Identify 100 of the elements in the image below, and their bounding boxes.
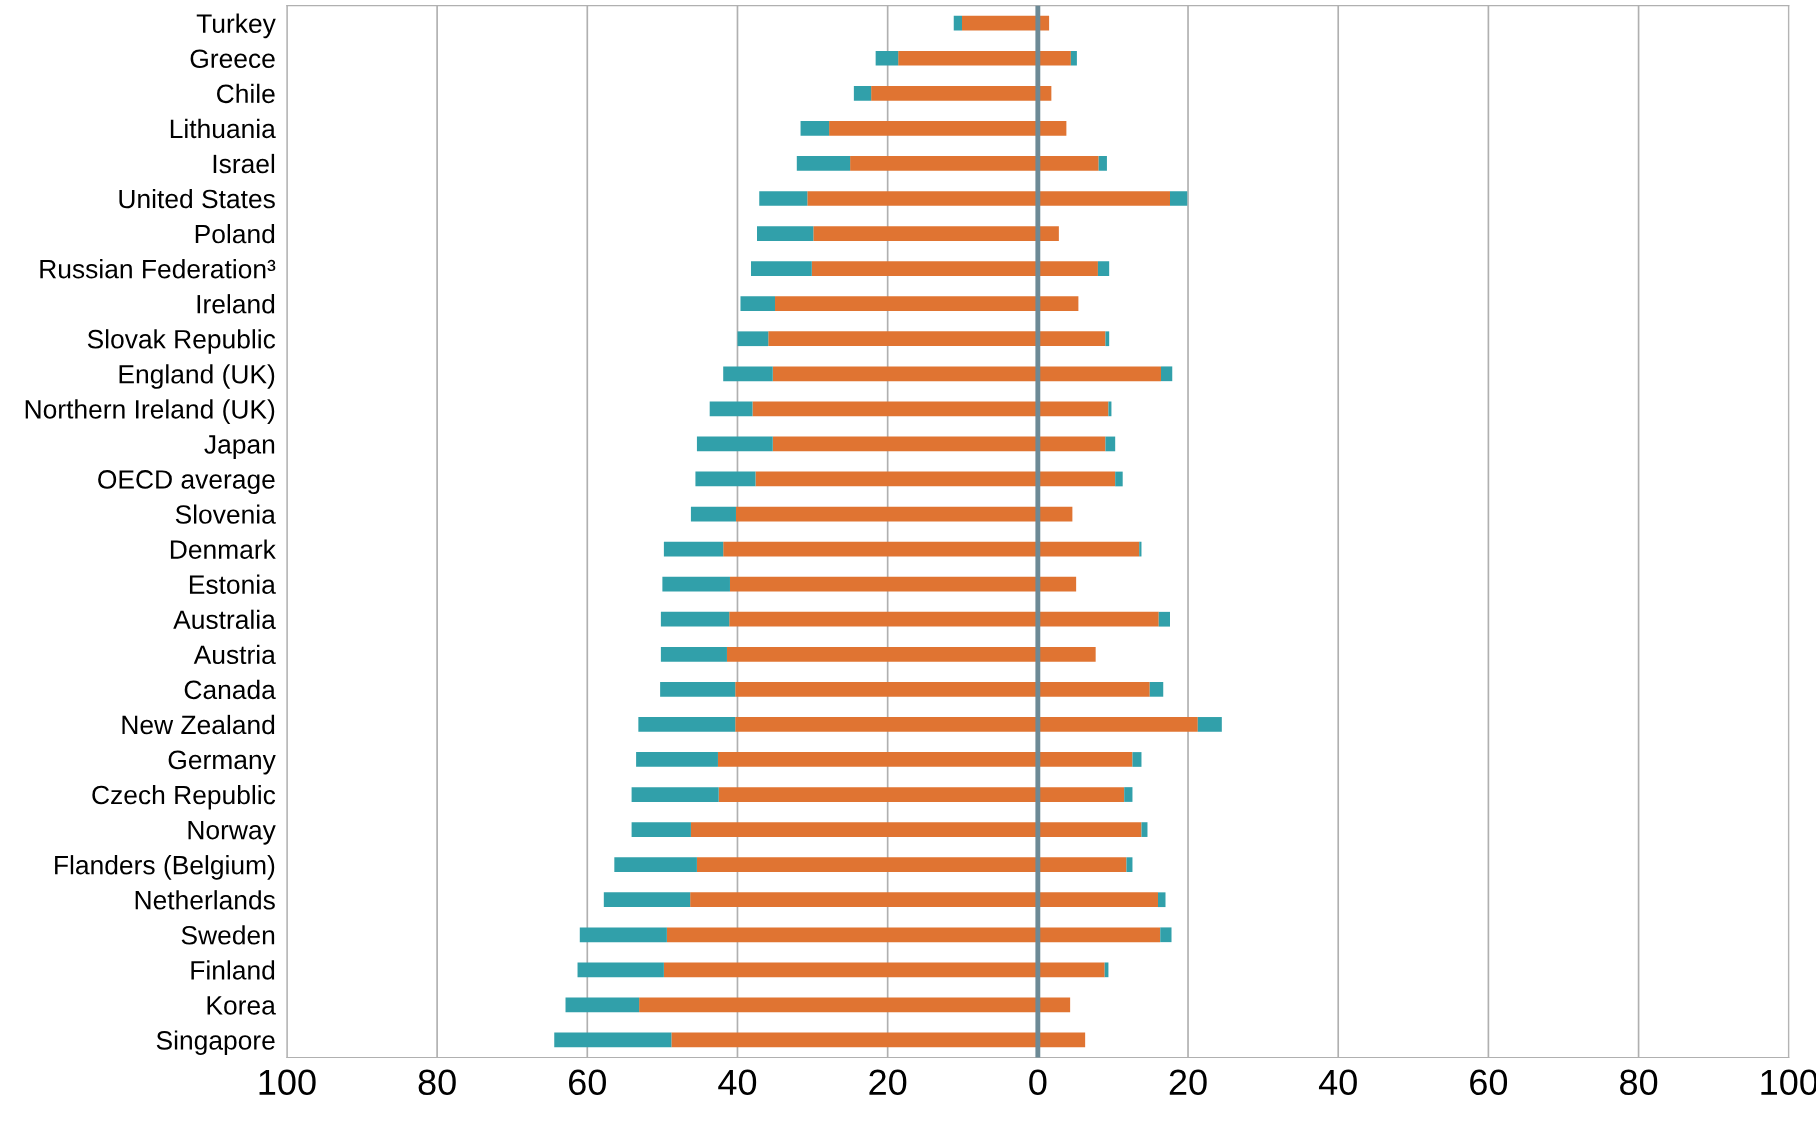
y-tick-label: Israel (213, 153, 275, 174)
bar (772, 366, 1038, 382)
bar (796, 156, 851, 171)
bar (666, 927, 1038, 943)
y-tick-label: Ireland (197, 294, 275, 314)
bar (579, 927, 667, 943)
bar (1160, 366, 1173, 382)
bar (1037, 541, 1140, 557)
y-tick-label: Finland (191, 960, 275, 980)
bar (898, 50, 1038, 66)
bar (1037, 191, 1171, 206)
y-tick-label: Slovak Republic (87, 329, 276, 354)
x-tick-label: 80 (418, 1069, 456, 1096)
bar (737, 331, 769, 347)
bar (729, 576, 1038, 592)
bar (1037, 892, 1158, 908)
bar (663, 962, 1038, 978)
bar (1037, 611, 1159, 627)
bar (1097, 261, 1110, 276)
bar (735, 717, 1038, 732)
bar (603, 892, 691, 908)
y-tick-label: Austria (193, 644, 276, 665)
bar (1037, 822, 1142, 837)
bar (1037, 156, 1099, 171)
bar (752, 401, 1038, 417)
bar (638, 717, 736, 732)
bar (614, 857, 697, 873)
x-tick-label: 0 (1029, 1069, 1047, 1096)
bar (1037, 471, 1116, 487)
bar (660, 646, 727, 662)
bar (755, 471, 1038, 487)
bar (1105, 331, 1110, 347)
y-tick-label: Poland (195, 223, 275, 244)
bar (853, 85, 872, 101)
bar (1037, 787, 1125, 802)
bar (1037, 962, 1105, 978)
y-tick-label: Netherlands (135, 890, 275, 910)
y-tick-label: Australia (173, 609, 276, 630)
bar (577, 962, 664, 978)
bar (1037, 436, 1106, 452)
bar (1132, 752, 1142, 767)
bar (750, 261, 812, 276)
bar (709, 401, 753, 417)
bar (696, 436, 773, 452)
bar (735, 506, 1038, 522)
bar (1037, 576, 1077, 592)
bar (1070, 50, 1077, 66)
y-tick-label: Norway (188, 821, 276, 845)
bar (735, 681, 1038, 697)
y-tick-label: England (UK) (119, 364, 275, 389)
y-tick-label: Canada (184, 679, 276, 700)
bar (1126, 857, 1133, 873)
bar (690, 892, 1038, 908)
bar (768, 331, 1038, 347)
bar (690, 506, 736, 522)
bar (660, 681, 736, 697)
y-tick-label: Japan (204, 435, 275, 459)
y-tick-label: Turkey (196, 13, 276, 39)
bar (660, 611, 730, 627)
bar (1037, 331, 1106, 347)
bar (729, 611, 1038, 627)
x-tick-label: 60 (1470, 1069, 1508, 1096)
y-tick-label: Lithuania (170, 118, 276, 139)
bar (723, 541, 1038, 557)
bar (759, 191, 808, 206)
bar (639, 997, 1038, 1013)
bar (1157, 892, 1166, 908)
bar (1037, 296, 1079, 312)
bar (631, 822, 691, 837)
x-tick-label: 20 (1169, 1069, 1207, 1096)
bar (554, 1032, 672, 1048)
x-tick-label: 40 (1318, 1069, 1357, 1096)
y-tick-label: Slovenia (175, 504, 276, 524)
bar (772, 436, 1038, 452)
bar (1037, 401, 1109, 417)
y-tick-label: Denmark (170, 539, 276, 559)
bar (757, 226, 814, 241)
bar (636, 752, 718, 767)
bar (1108, 401, 1112, 417)
bar (875, 50, 899, 66)
bar (1037, 927, 1161, 943)
x-tick-label: 20 (869, 1069, 907, 1096)
bar (717, 752, 1038, 767)
bar (829, 121, 1038, 136)
bar (1037, 681, 1150, 697)
bar (1124, 787, 1133, 802)
bar (740, 296, 776, 312)
bar (962, 15, 1038, 31)
y-tick-label: New Zealand (122, 714, 275, 735)
y-tick-label: United States (119, 188, 275, 209)
bar (1149, 681, 1164, 697)
y-tick-label: Singapore (156, 1030, 275, 1055)
bar (871, 85, 1038, 101)
y-tick-label: Korea (207, 996, 276, 1015)
bar (953, 15, 962, 31)
bar (726, 646, 1038, 662)
y-tick-label: Chile (217, 83, 275, 104)
bar (850, 156, 1038, 171)
bar (1037, 752, 1133, 767)
bar (1158, 611, 1171, 627)
